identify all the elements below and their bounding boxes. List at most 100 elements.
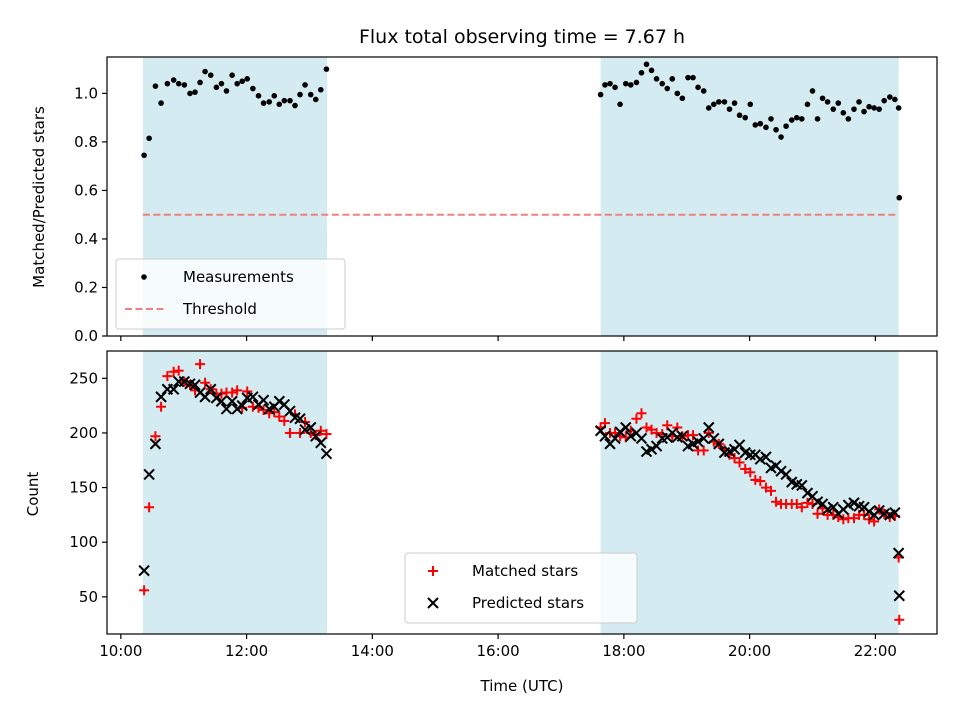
measurement-point <box>851 106 857 112</box>
measurement-point <box>856 99 862 105</box>
top-y-tick-label: 0.4 <box>74 230 98 248</box>
matched-star-point <box>771 496 782 507</box>
predicted-star-point <box>205 383 217 395</box>
measurement-point <box>271 93 278 99</box>
legend-label: Predicted stars <box>472 594 584 612</box>
measurement-point <box>239 78 245 85</box>
matched-star-point <box>200 377 211 388</box>
top-y-tick-label: 0.2 <box>74 278 98 296</box>
matched-star-point <box>755 476 766 487</box>
measurement-point <box>317 86 324 93</box>
predicted-star-point <box>760 451 772 463</box>
bottom-plot-area <box>138 351 905 634</box>
measurement-point <box>152 83 159 89</box>
measurement-point <box>896 194 903 201</box>
legend-label: Matched stars <box>472 562 578 580</box>
measurement-point <box>664 85 671 92</box>
matched-star-point <box>646 424 657 435</box>
bottom-y-axis-label: Count <box>24 472 42 517</box>
measurement-point <box>197 79 203 86</box>
measurement-point <box>292 102 298 109</box>
legend-marker-matched <box>428 566 438 576</box>
bottom-legend: Matched stars Predicted stars <box>404 552 638 624</box>
matched-star-point <box>894 614 905 625</box>
x-tick-label: 14:00 <box>351 642 394 660</box>
measurement-point <box>726 106 733 112</box>
measurement-point <box>287 97 293 104</box>
measurement-point <box>804 101 811 108</box>
measurement-point <box>871 105 877 111</box>
measurement-point <box>323 66 330 72</box>
predicted-star-point <box>273 395 285 407</box>
measurement-point <box>895 105 902 111</box>
measurement-point <box>685 74 691 81</box>
flux-ratio-panel: 0.0 0.2 0.4 0.6 0.8 1.0 Measurements Threshold <box>74 56 938 345</box>
measurement-point <box>213 84 220 91</box>
top-y-tick-label: 0.8 <box>74 133 98 151</box>
bottom-axes-frame <box>106 350 938 635</box>
matched-star-point <box>274 411 285 422</box>
measurement-point <box>892 96 898 103</box>
predicted-star-point <box>796 479 808 492</box>
predicted-star-point <box>149 438 162 450</box>
top-observing-interval-1 <box>600 57 899 336</box>
measurement-point <box>840 110 847 116</box>
legend-marker-measurements <box>141 274 147 280</box>
measurement-point <box>643 61 650 68</box>
measurement-point <box>799 116 805 122</box>
top-legend: Measurements Threshold <box>115 258 346 330</box>
predicted-star-point <box>625 430 637 442</box>
predicted-star-point <box>247 391 259 403</box>
matched-star-point <box>729 453 740 464</box>
measurement-point <box>250 85 256 92</box>
matched-star-point <box>227 387 238 398</box>
measurement-point <box>881 97 887 104</box>
predicted-star-point <box>315 437 327 449</box>
measurement-point <box>835 100 842 106</box>
bottom-observing-interval-1 <box>600 351 899 634</box>
matched-star-point <box>859 509 870 520</box>
predicted-star-point <box>599 430 611 442</box>
predicted-star-point <box>138 564 150 577</box>
measurement-point <box>260 100 267 106</box>
matched-star-point <box>150 431 161 442</box>
predicted-star-point <box>257 394 270 406</box>
measurement-point <box>597 91 604 98</box>
predicted-star-point <box>620 421 632 434</box>
matched-star-point <box>279 415 290 426</box>
legend-label: Threshold <box>182 300 257 318</box>
matched-star-point <box>838 514 849 525</box>
matched-star-point <box>631 413 642 424</box>
predicted-star-point <box>189 379 201 391</box>
measurement-point <box>845 116 852 122</box>
x-tick-label: 16:00 <box>476 642 519 660</box>
measurement-point <box>824 99 831 105</box>
predicted-star-point <box>220 403 233 415</box>
matched-star-point <box>156 401 167 412</box>
measurement-point <box>175 80 182 87</box>
measurement-point <box>170 77 177 83</box>
matched-star-point <box>641 422 652 433</box>
x-tick-label: 18:00 <box>602 642 645 660</box>
matched-star-point <box>688 430 699 441</box>
measurement-point <box>788 117 795 123</box>
matched-star-point <box>812 508 823 519</box>
matched-star-point <box>750 474 761 485</box>
measurement-point <box>617 101 623 108</box>
measurement-point <box>653 76 660 82</box>
measurement-point <box>679 95 686 102</box>
predicted-star-point <box>635 432 648 445</box>
top-y-tick-label: 0.0 <box>74 327 98 345</box>
measurement-point <box>607 80 613 87</box>
measurement-point <box>705 105 712 111</box>
predicted-star-point <box>676 430 689 442</box>
x-tick-label: 20:00 <box>728 642 771 660</box>
measurement-point <box>297 91 303 98</box>
measurement-point <box>627 82 634 88</box>
predicted-star-point <box>801 487 814 499</box>
predicted-star-point <box>873 504 885 517</box>
measurement-point <box>830 106 837 112</box>
bottom-y-tick-label: 250 <box>69 369 98 387</box>
measurement-point <box>814 116 821 122</box>
predicted-star-point <box>650 440 663 452</box>
